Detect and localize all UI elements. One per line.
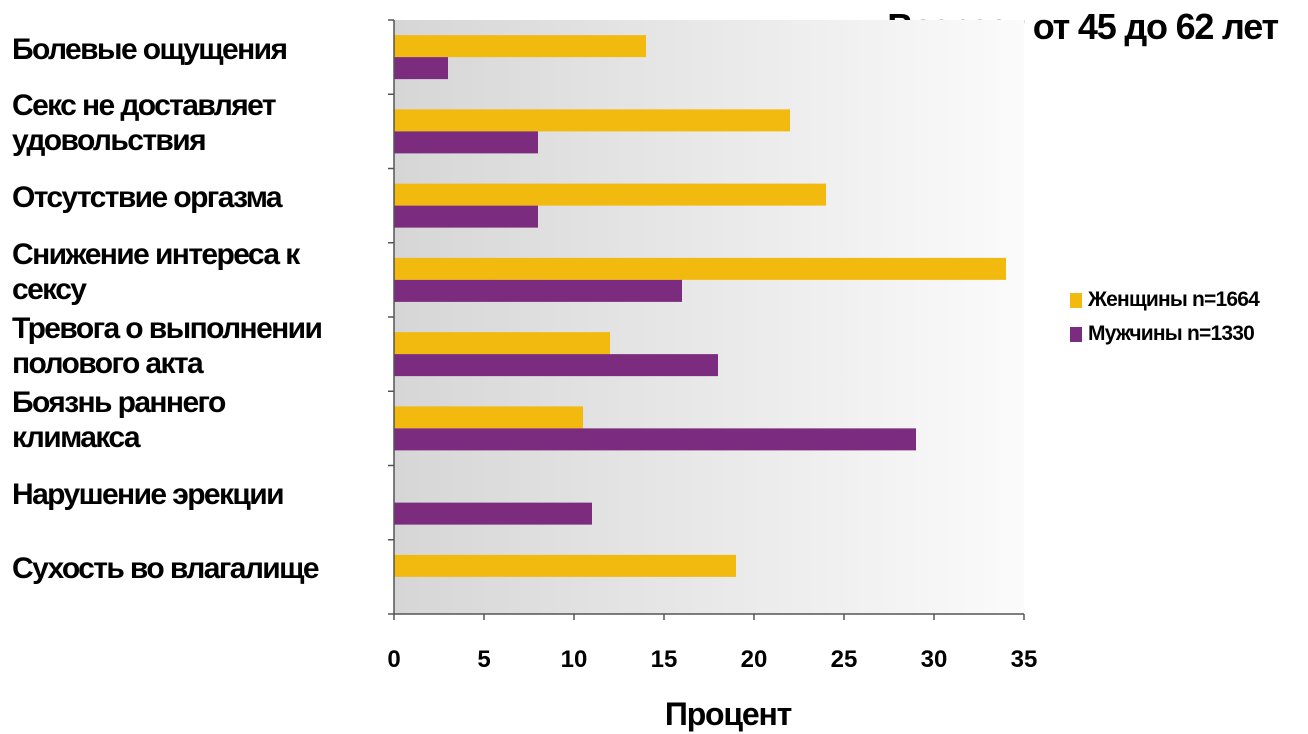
category-label-6: Боязнь раннего климакса [12,386,226,455]
legend-item-men: Мужчины n=1330 [1070,317,1259,351]
category-label-7: Нарушение эрекции [12,478,285,512]
bar-men-5 [394,354,718,377]
category-label-2: Секс не доставляет удовольствия [12,89,277,158]
bar-men-1 [394,57,448,80]
legend-swatch-women [1070,292,1082,308]
x-tick-label-0: 0 [387,646,400,673]
category-label-1: Болевые ощущения [12,32,288,66]
bar-men-4 [394,279,682,302]
category-label-5: Тревога о выполнении полового акта [12,312,323,381]
x-axis-title: Процент [664,696,792,732]
bar-women-6 [394,406,583,429]
legend: Женщины n=1664 Мужчины n=1330 [1070,283,1260,351]
bar-women-3 [394,183,826,206]
plot-background [394,20,1024,614]
legend-swatch-men [1070,326,1082,342]
x-tick-label-30: 30 [921,646,948,673]
x-tick-label-25: 25 [831,646,858,673]
bar-women-4 [394,257,1006,280]
bar-men-3 [394,205,538,228]
bar-women-1 [394,35,646,58]
bar-women-5 [394,332,610,355]
bar-women-8 [394,554,736,577]
x-tick-label-5: 5 [477,646,490,673]
category-label-4: Снижение интереса к сексу [12,237,300,306]
x-tick-label-20: 20 [741,646,768,673]
bars-layer [394,35,1006,577]
bar-men-2 [394,131,538,154]
axes-layer: 0 5 10 15 20 25 30 35 [387,19,1038,673]
x-tick-label-35: 35 [1011,646,1038,673]
bar-women-2 [394,109,790,132]
x-tick-label-15: 15 [651,646,678,673]
category-label-8: Сухость во влагалище [12,552,320,586]
bar-men-6 [394,428,916,451]
x-tick-label-10: 10 [561,646,588,673]
legend-label-men: Мужчины n=1330 [1088,322,1255,345]
legend-item-women: Женщины n=1664 [1070,283,1260,317]
legend-label-women: Женщины n=1664 [1088,288,1260,311]
category-label-3: Отсутствие оргазма [12,181,283,215]
bar-men-7 [394,502,592,525]
